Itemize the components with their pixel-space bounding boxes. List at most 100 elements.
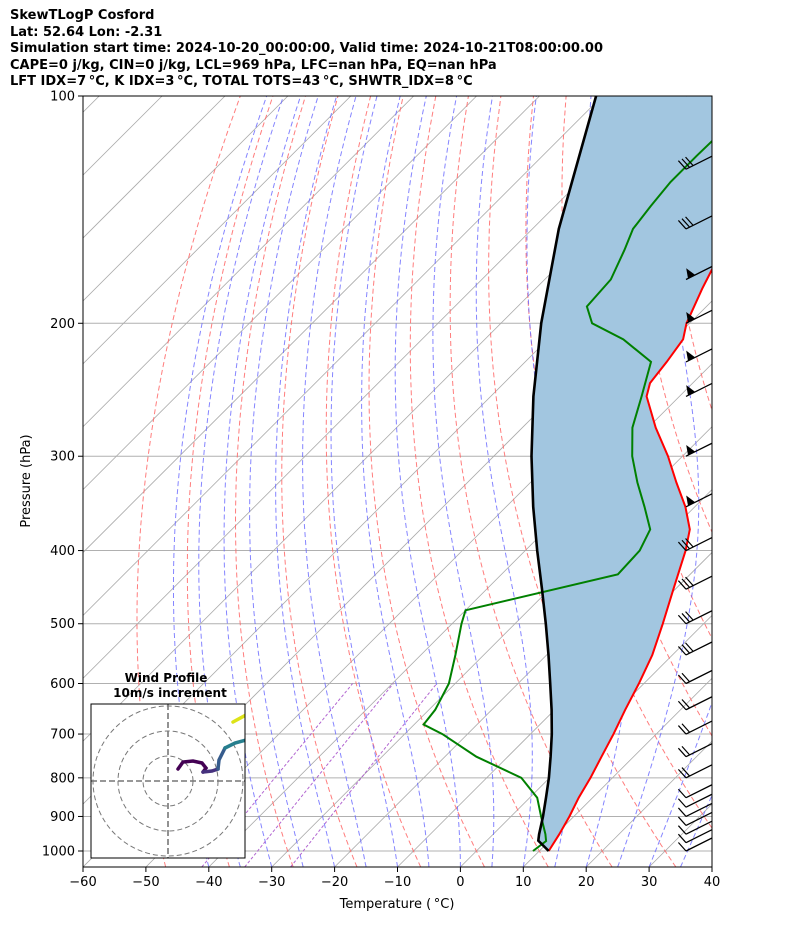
wind-barbs <box>677 86 712 852</box>
wind-barb <box>685 720 712 735</box>
dewpoint-line <box>422 139 712 852</box>
wind-profile-inset: Wind Profile 10m/s increment <box>90 671 246 859</box>
hodograph-segment <box>231 713 245 724</box>
parcel-profile-line <box>530 96 598 852</box>
wind-barb-feather <box>677 541 687 551</box>
wind-barb <box>685 784 712 799</box>
wind-barb-pennant <box>686 385 696 396</box>
isotherm-line <box>83 96 414 428</box>
moist-adiabat-line <box>361 96 430 867</box>
wind-barb-feather <box>677 160 687 170</box>
wind-barb-feather <box>677 700 687 711</box>
wind-barb <box>685 575 712 590</box>
wind-barb <box>685 793 712 808</box>
temperature-line <box>547 267 712 852</box>
wind-barb-feather <box>677 580 687 590</box>
wind-barb-feather <box>681 158 691 168</box>
x-tick-label: −60 <box>69 875 96 890</box>
wind-barb <box>685 536 712 552</box>
y-axis-label: Pressure (hPa) <box>19 434 34 527</box>
mixing-ratio-line <box>290 683 438 867</box>
wind-barb <box>685 265 712 281</box>
moist-adiabat-line <box>617 96 700 867</box>
plot-area <box>83 86 794 867</box>
y-tick-label: 200 <box>50 317 75 332</box>
chart-title: SkewTLogP Cosford <box>10 8 155 23</box>
wind-barb-feather <box>681 613 691 623</box>
inset-subtitle: 10m/s increment <box>113 686 227 700</box>
dry-adiabat-line <box>186 96 274 867</box>
isotherm-line <box>83 96 477 491</box>
y-tick-label: 400 <box>50 544 75 559</box>
mixing-ratio-line <box>244 683 394 867</box>
inset-rings <box>91 704 245 858</box>
wind-barb-feather <box>677 614 687 625</box>
dry-adiabat-line <box>663 96 712 412</box>
cin-cape-shading <box>531 96 712 851</box>
y-tick-label: 100 <box>50 90 75 105</box>
indices-line-2: LFT IDX=7 °C, K IDX=3 °C, TOTAL TOTS=43 … <box>10 74 473 89</box>
moist-adiabat-line <box>302 96 367 867</box>
dry-adiabat-line <box>368 96 485 867</box>
wind-barb-feather <box>677 825 687 835</box>
wind-barb-feather <box>685 96 686 97</box>
time-line: Simulation start time: 2024-10-20_00:00:… <box>10 41 603 56</box>
wind-barb-feather <box>677 816 687 826</box>
wind-barb <box>685 382 712 398</box>
hodograph-segment <box>176 759 209 774</box>
isotherm-line <box>83 96 100 113</box>
wind-barb <box>685 215 712 230</box>
wind-barb <box>685 837 712 852</box>
dry-adiabat-line <box>281 96 358 867</box>
wind-barb-feather <box>677 747 687 758</box>
wind-barb <box>685 610 712 625</box>
wind-barb-feather <box>681 218 691 228</box>
x-tick-label: −40 <box>195 875 222 890</box>
wind-barb <box>686 96 688 97</box>
x-axis-label: Temperature ( °C) <box>339 897 455 912</box>
wind-barb-feather <box>681 539 691 550</box>
y-tick-label: 900 <box>50 810 75 825</box>
wind-barb <box>685 155 712 170</box>
moist-adiabat-line <box>249 96 319 867</box>
y-tick-label: 1000 <box>42 845 75 860</box>
wind-barb-feather <box>685 538 694 548</box>
wind-barb-pennant <box>686 311 696 323</box>
isotherm-line <box>83 96 603 616</box>
x-tick-label: −10 <box>384 875 411 890</box>
wind-barb-feather <box>685 216 694 226</box>
wind-barb-feather <box>681 767 691 777</box>
wind-barb-pennant <box>686 268 696 279</box>
isotherm-line <box>397 551 712 867</box>
wind-barb <box>685 669 712 685</box>
isotherm-line <box>711 866 712 867</box>
wind-barb-feather <box>677 674 687 684</box>
parcel-shade <box>531 96 712 851</box>
isotherm-line <box>83 96 289 302</box>
moist-adiabat-line <box>432 96 495 867</box>
wind-barb-pennant <box>686 444 696 456</box>
y-tick-label: 800 <box>50 771 75 786</box>
inset-frame <box>90 703 246 859</box>
wind-barb-feather <box>677 798 687 808</box>
wind-barb-feather <box>682 86 690 94</box>
y-tick-label: 500 <box>50 617 75 632</box>
isotherm-line <box>83 96 226 239</box>
y-tick-label: 600 <box>50 677 75 692</box>
x-tick-label: 0 <box>456 875 464 890</box>
wind-barb-feather <box>677 842 687 852</box>
wind-barb <box>685 829 712 844</box>
wind-barb <box>685 493 712 508</box>
wind-barb <box>685 811 712 827</box>
hodograph-segment <box>201 767 220 774</box>
moist-adiabat-line <box>648 700 712 867</box>
dry-adiabat-line <box>729 96 794 867</box>
hodograph-trace <box>176 713 245 774</box>
moist-adiabat-line <box>172 96 268 867</box>
chart-header: SkewTLogP Cosford Lat: 52.64 Lon: -2.31 … <box>10 8 603 91</box>
wind-barb-pennant <box>686 495 696 506</box>
y-tick-label: 300 <box>50 450 75 465</box>
wind-barb-feather <box>685 156 694 166</box>
moist-adiabat-line <box>198 96 284 867</box>
